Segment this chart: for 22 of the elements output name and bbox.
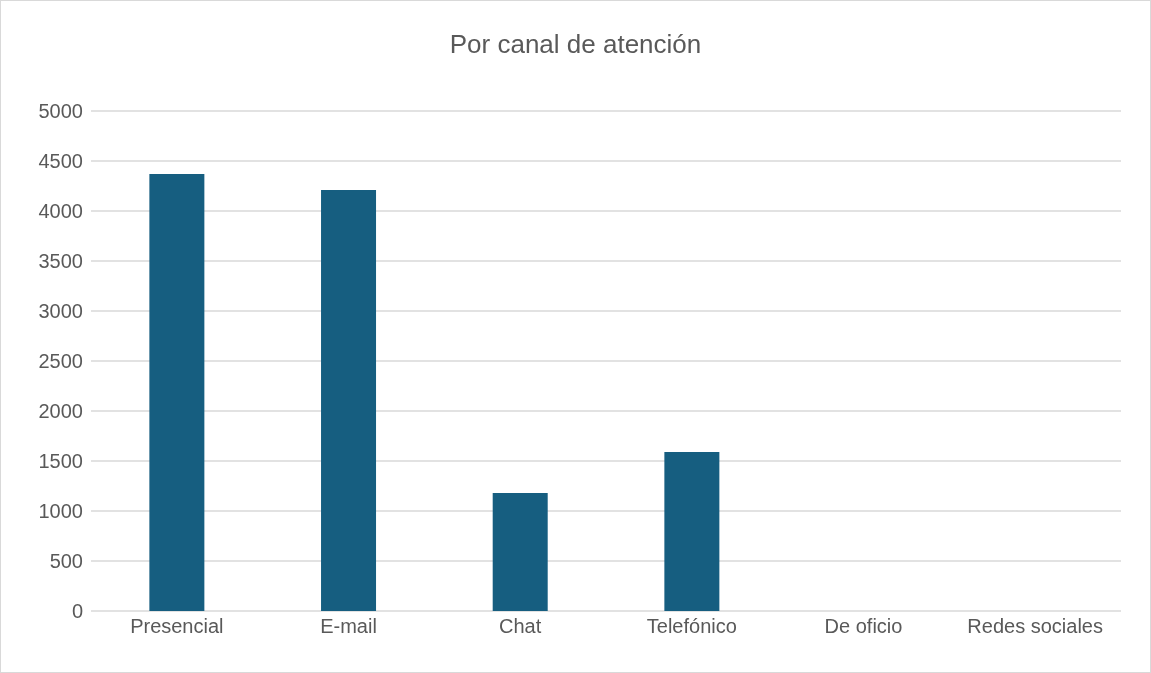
- y-tick-label: 4500: [38, 150, 83, 173]
- chart-title: Por canal de atención: [448, 29, 703, 61]
- bar: [664, 452, 720, 611]
- y-tick-label: 2500: [38, 350, 83, 373]
- x-tick-label: Telefónico: [646, 615, 737, 638]
- y-tick-label: 2000: [38, 400, 83, 423]
- y-tick-label: 1000: [38, 500, 83, 523]
- x-tick-label: Redes sociales: [967, 615, 1103, 638]
- x-tick-label: De oficio: [824, 615, 903, 638]
- bar: [321, 190, 377, 611]
- y-tick-label: 500: [49, 550, 83, 573]
- y-tick-label: 0: [71, 600, 83, 623]
- bar: [149, 174, 205, 611]
- bar: [492, 493, 548, 611]
- y-tick-label: 1500: [38, 450, 83, 473]
- x-tick-label: Chat: [499, 615, 542, 638]
- y-tick-label: 3000: [38, 300, 83, 323]
- x-tick-label: E-mail: [320, 615, 377, 638]
- y-tick-label: 4000: [38, 200, 83, 223]
- y-tick-label: 3500: [38, 250, 83, 273]
- x-tick-label: Presencial: [130, 615, 224, 638]
- y-tick-label: 5000: [38, 100, 83, 123]
